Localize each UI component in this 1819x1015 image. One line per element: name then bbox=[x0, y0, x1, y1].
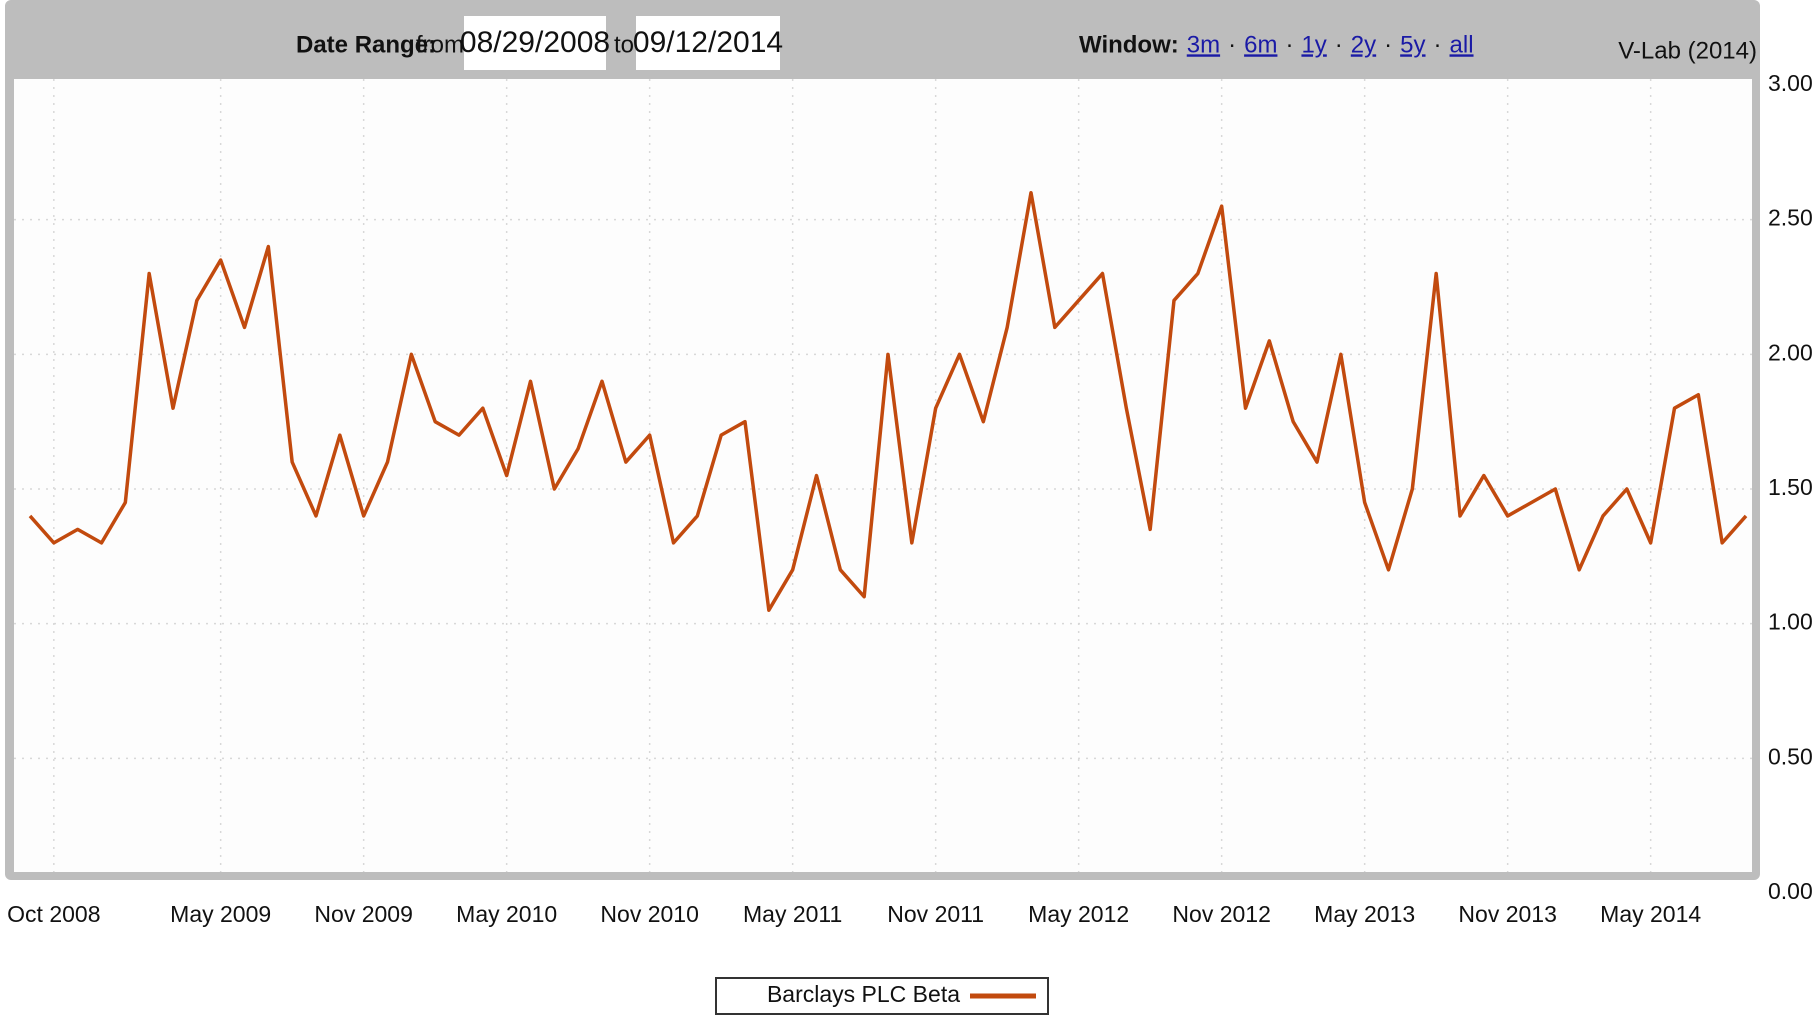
x-tick-label: May 2011 bbox=[743, 901, 842, 927]
from-input[interactable] bbox=[464, 16, 606, 70]
date-range-label: Date Range: bbox=[296, 31, 436, 58]
x-tick-label: May 2013 bbox=[1314, 901, 1415, 927]
y-tick-label: 2.00 bbox=[1768, 339, 1813, 365]
to-input[interactable] bbox=[636, 16, 780, 70]
x-tick-label: Oct 2008 bbox=[7, 901, 100, 927]
to-label: to bbox=[614, 31, 634, 58]
from-label: from bbox=[416, 31, 464, 58]
x-tick-label: Nov 2013 bbox=[1458, 901, 1556, 927]
y-tick-label: 2.50 bbox=[1768, 205, 1813, 231]
x-tick-label: Nov 2010 bbox=[600, 901, 698, 927]
data-line bbox=[28, 190, 1748, 612]
window-link[interactable]: all bbox=[1450, 31, 1474, 58]
window-label: Window: bbox=[1079, 31, 1179, 58]
from-date[interactable]: 08/29/2008 bbox=[460, 26, 610, 59]
plot-area bbox=[14, 79, 1752, 872]
window-link[interactable]: 2y bbox=[1351, 31, 1376, 58]
source-label: V-Lab (2014) bbox=[1618, 37, 1757, 64]
x-tick-label: May 2014 bbox=[1600, 901, 1701, 927]
y-tick-label: 1.00 bbox=[1768, 609, 1813, 635]
legend-label: Barclays PLC Beta bbox=[767, 981, 960, 1007]
to-date[interactable]: 09/12/2014 bbox=[633, 26, 783, 59]
window-link[interactable]: 5y bbox=[1400, 31, 1425, 58]
x-tick-label: May 2012 bbox=[1028, 901, 1129, 927]
y-tick-label: 0.00 bbox=[1768, 878, 1813, 904]
window-separator: · bbox=[1228, 31, 1236, 58]
y-tick-label: 3.00 bbox=[1768, 70, 1813, 96]
window-separator: · bbox=[1335, 31, 1343, 58]
x-tick-label: May 2010 bbox=[456, 901, 557, 927]
x-tick-label: May 2009 bbox=[170, 901, 271, 927]
x-tick-label: Nov 2009 bbox=[314, 901, 412, 927]
window-separator: · bbox=[1434, 31, 1442, 58]
y-tick-label: 1.50 bbox=[1768, 474, 1813, 500]
x-tick-label: Nov 2012 bbox=[1172, 901, 1270, 927]
window-link[interactable]: 6m bbox=[1244, 31, 1277, 58]
window-separator: · bbox=[1285, 31, 1293, 58]
y-tick-label: 0.50 bbox=[1768, 743, 1813, 769]
window-separator: · bbox=[1384, 31, 1392, 58]
window-link[interactable]: 1y bbox=[1301, 31, 1326, 58]
x-tick-label: Nov 2011 bbox=[887, 901, 984, 927]
window-link[interactable]: 3m bbox=[1187, 31, 1220, 58]
